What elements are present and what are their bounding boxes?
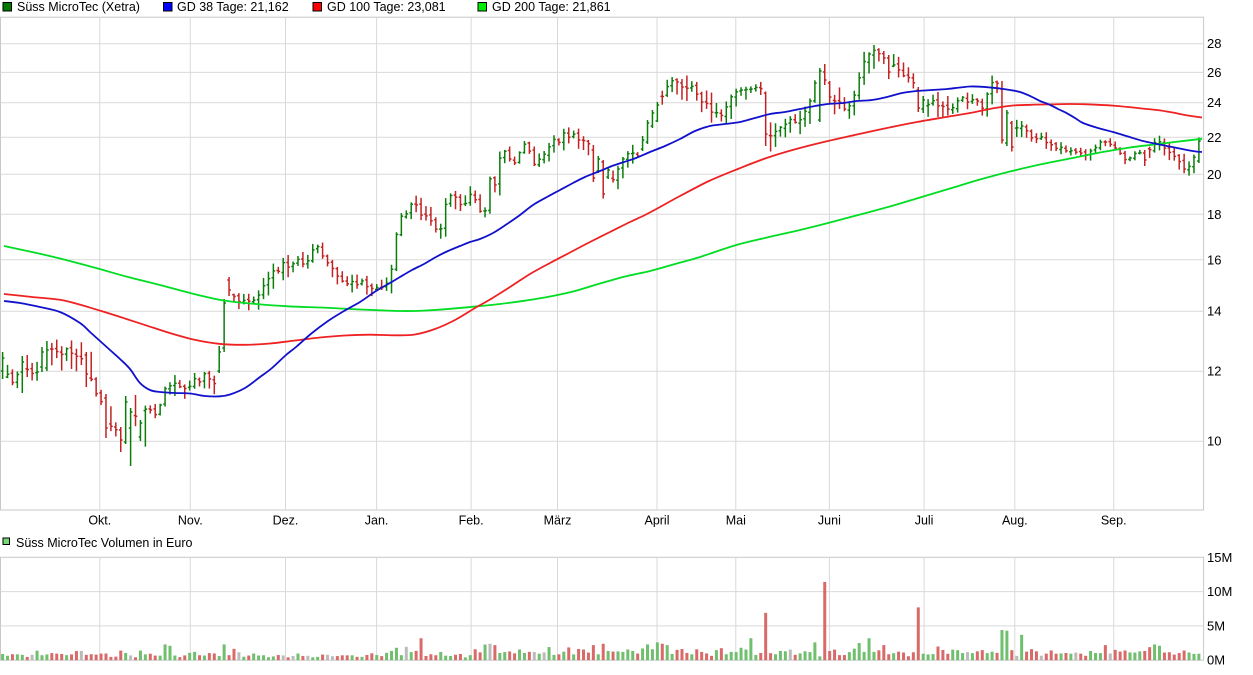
svg-text:Süss MicroTec Volumen in Euro: Süss MicroTec Volumen in Euro: [16, 536, 193, 550]
svg-text:12: 12: [1207, 364, 1221, 379]
svg-text:5M: 5M: [1207, 618, 1225, 633]
svg-text:28: 28: [1207, 36, 1221, 51]
svg-text:Juni: Juni: [818, 514, 841, 528]
svg-text:April: April: [644, 514, 669, 528]
svg-text:Sep.: Sep.: [1101, 514, 1127, 528]
svg-text:15M: 15M: [1207, 550, 1232, 565]
svg-text:GD 200 Tage: 21,861: GD 200 Tage: 21,861: [492, 0, 611, 14]
svg-text:Mai: Mai: [726, 514, 746, 528]
svg-text:Juli: Juli: [915, 514, 934, 528]
svg-text:18: 18: [1207, 207, 1221, 222]
svg-text:GD 38 Tage: 21,162: GD 38 Tage: 21,162: [177, 0, 289, 14]
svg-text:16: 16: [1207, 252, 1221, 267]
svg-text:26: 26: [1207, 65, 1221, 80]
svg-text:Jan.: Jan.: [365, 514, 389, 528]
svg-text:24: 24: [1207, 95, 1221, 110]
svg-text:Aug.: Aug.: [1002, 514, 1028, 528]
svg-text:Dez.: Dez.: [273, 514, 299, 528]
svg-text:0M: 0M: [1207, 653, 1225, 668]
svg-text:Feb.: Feb.: [459, 514, 484, 528]
svg-text:22: 22: [1207, 130, 1221, 145]
svg-text:Okt.: Okt.: [88, 514, 111, 528]
svg-text:GD 100 Tage: 23,081: GD 100 Tage: 23,081: [327, 0, 446, 14]
svg-text:20: 20: [1207, 167, 1221, 182]
svg-text:Nov.: Nov.: [178, 514, 203, 528]
svg-text:10: 10: [1207, 434, 1221, 449]
svg-text:10M: 10M: [1207, 584, 1232, 599]
svg-text:14: 14: [1207, 304, 1221, 319]
svg-text:Süss MicroTec (Xetra): Süss MicroTec (Xetra): [17, 0, 140, 14]
svg-text:März: März: [544, 514, 572, 528]
